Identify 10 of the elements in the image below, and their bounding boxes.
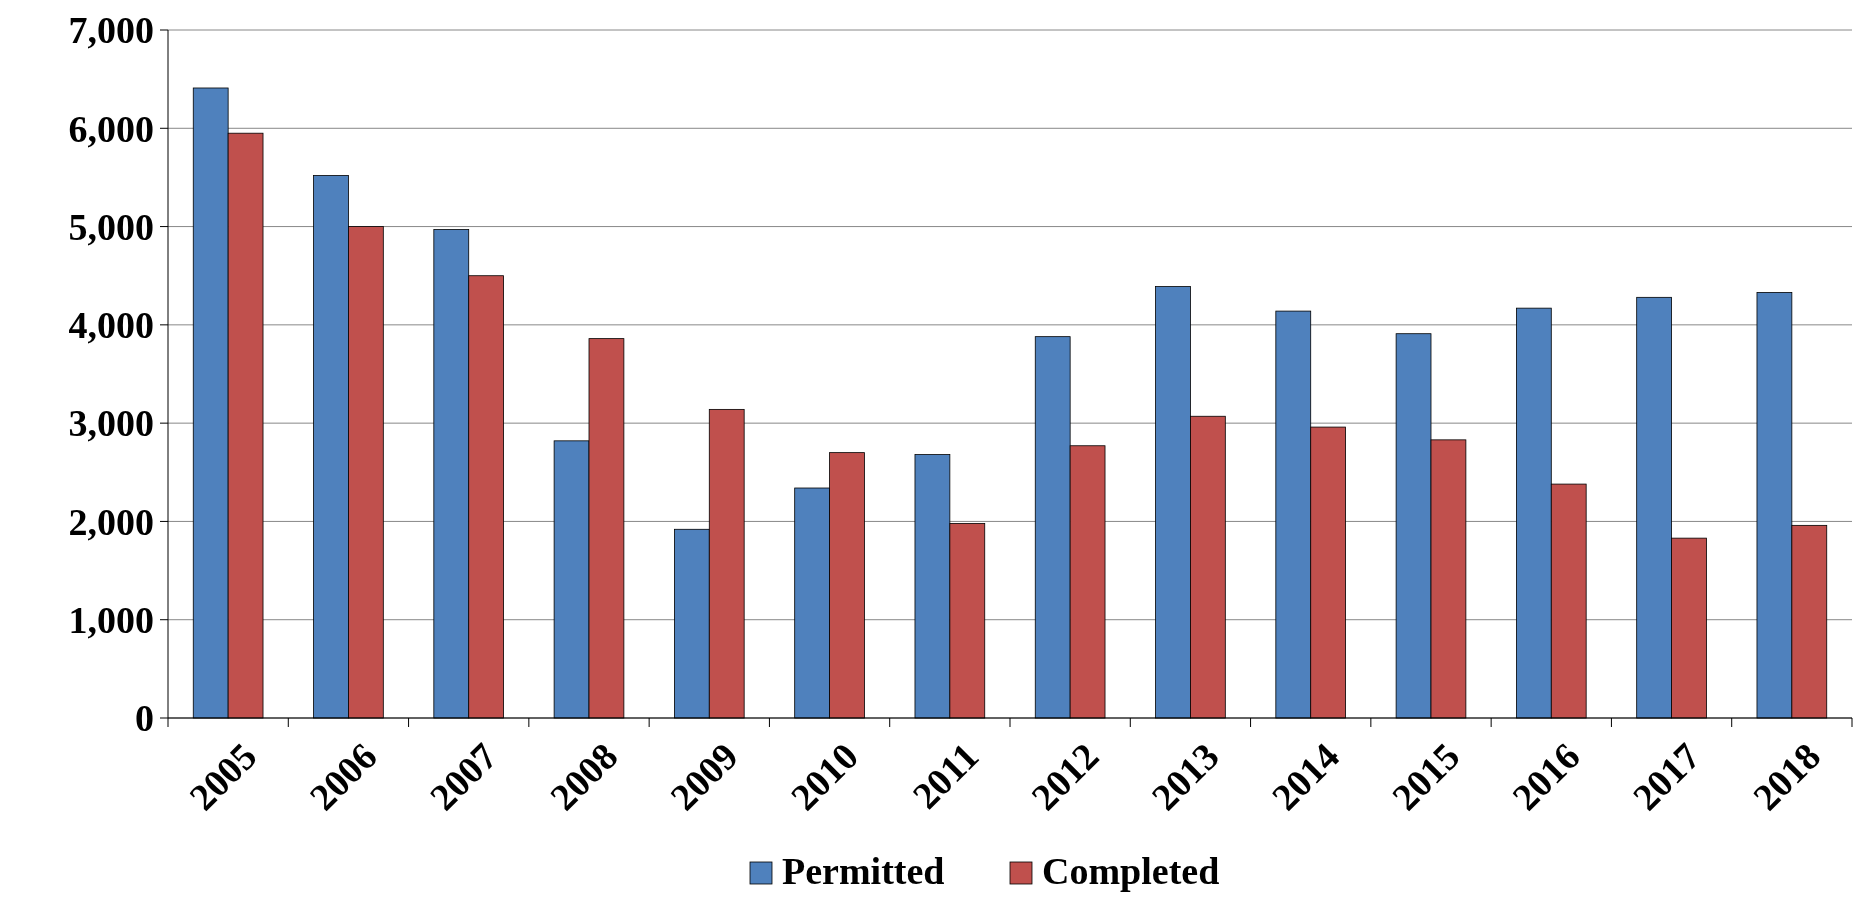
- y-tick-label: 7,000: [68, 9, 154, 52]
- y-tick-label: 0: [135, 697, 154, 740]
- y-tick-label: 1,000: [68, 599, 154, 642]
- y-tick-label: 4,000: [68, 304, 154, 347]
- y-tick-label: 2,000: [68, 500, 154, 543]
- legend-label: Completed: [1042, 850, 1220, 892]
- y-tick-label: 5,000: [68, 205, 154, 248]
- legend-label: Permitted: [782, 850, 945, 892]
- y-tick-label: 6,000: [68, 107, 154, 150]
- y-tick-label: 3,000: [68, 402, 154, 445]
